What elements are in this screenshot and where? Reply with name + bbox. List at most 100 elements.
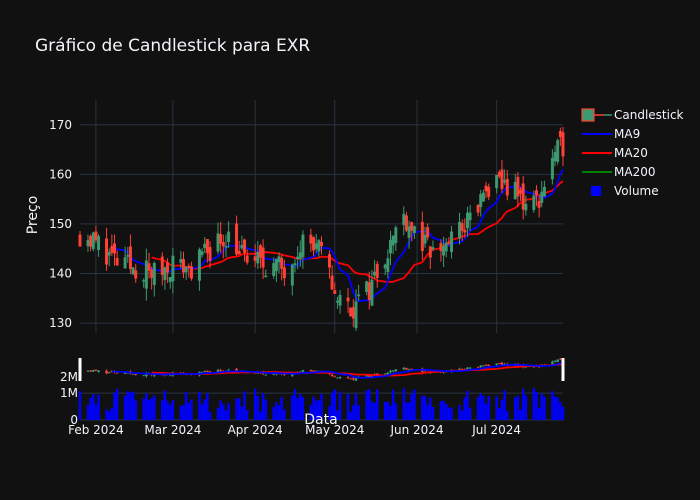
range-slider-handle[interactable] (78, 358, 82, 381)
candle-body (86, 240, 90, 247)
slider-candle-body (107, 372, 111, 373)
legend-item-candlestick[interactable]: Candlestick (581, 108, 684, 122)
candle-decreasing (134, 263, 138, 283)
slider-candle-body (376, 373, 379, 376)
volume-bar (222, 404, 225, 420)
volume-bar (224, 410, 228, 420)
candle-body (465, 212, 469, 229)
slider-candle-body (495, 363, 498, 365)
candle-body (505, 179, 509, 196)
volume-bar (376, 389, 379, 420)
volume-bar (314, 400, 318, 420)
volume-bar (537, 407, 541, 420)
volume-bar (482, 395, 485, 420)
candle-body (245, 255, 249, 263)
volume-bar (333, 389, 336, 420)
range-slider-handle[interactable] (561, 358, 565, 381)
volume-bar (134, 400, 137, 420)
legend-item-ma20[interactable]: MA20 (582, 146, 648, 160)
candle-decreasing (330, 265, 334, 291)
candle-increasing (386, 249, 390, 279)
candle-decreasing (245, 249, 249, 265)
slider-candle-body (479, 365, 482, 368)
slider-candle-body (402, 367, 405, 370)
candle-body (144, 260, 148, 289)
x-axis-title: Data (304, 412, 337, 428)
candle-body (187, 265, 191, 269)
candle-body (221, 241, 225, 247)
volume-bar (330, 392, 334, 420)
slider-candle-body (391, 370, 395, 372)
slider-candle-body (169, 374, 172, 376)
volume-bar (466, 390, 469, 420)
volume-y-axis: 0 1M 2M (60, 370, 78, 427)
candle-body (383, 264, 387, 269)
candle-increasing (556, 138, 560, 165)
candle-body (391, 235, 395, 246)
slider-candle-body (115, 372, 119, 374)
volume-bar (182, 404, 185, 420)
slider-ma20-line (151, 363, 564, 377)
candle-body (105, 238, 109, 265)
candle-increasing (354, 289, 358, 331)
legend-item-ma200[interactable]: MA200 (582, 165, 655, 179)
candle-body (497, 172, 501, 177)
candle-increasing (224, 234, 228, 257)
volume-bar (299, 393, 302, 420)
x-tick-label: May 2024 (305, 423, 364, 437)
volume-bar (532, 388, 536, 420)
legend[interactable]: Candlestick MA9 MA20 MA200 Volume (581, 108, 684, 198)
volume-bar (131, 391, 135, 420)
candle-increasing (468, 205, 472, 232)
slider-candle-body (349, 378, 352, 380)
candle-body (205, 238, 209, 254)
candle-decreasing (534, 185, 538, 207)
candle-increasing (479, 189, 483, 217)
legend-item-ma9[interactable]: MA9 (582, 127, 640, 141)
volume-bar (540, 393, 543, 420)
volume-bar (153, 395, 156, 420)
candle-decreasing (497, 169, 501, 179)
candle-body (481, 192, 485, 202)
legend-item-volume[interactable]: Volume (591, 184, 659, 198)
candle-body (513, 181, 517, 200)
slider-candle-body (354, 377, 358, 381)
volume-bar (89, 397, 92, 420)
volume-bar (259, 411, 262, 420)
candle-body (524, 203, 528, 211)
candle-body (553, 152, 557, 162)
slider-candle-body (482, 365, 485, 367)
volume-tick-label: 1M (60, 386, 78, 400)
volume-bar (245, 409, 249, 420)
candle-body (354, 301, 358, 329)
candle-body (224, 246, 228, 248)
slider-candle-body (423, 370, 427, 372)
candle-decreasing (105, 227, 109, 271)
candle-increasing (481, 189, 485, 202)
candle-body (537, 200, 541, 208)
legend-label: Candlestick (614, 108, 684, 122)
candle-increasing (171, 248, 175, 294)
candle-body (314, 243, 318, 249)
candle-body (503, 180, 507, 183)
slider-candle-body (264, 374, 267, 376)
candle-body (301, 234, 305, 258)
candle-body (197, 249, 201, 281)
volume-bar (349, 411, 352, 420)
candle-decreasing (187, 263, 191, 278)
candle-body (431, 247, 435, 250)
candle-body (476, 204, 480, 213)
candle-decreasing (476, 203, 480, 217)
price-tick-label: 150 (49, 217, 72, 231)
volume-bar (277, 405, 281, 420)
volume-bar (301, 396, 305, 420)
candle-decreasing (113, 234, 116, 266)
candle-increasing (274, 258, 278, 283)
slider-candle-body (466, 367, 469, 370)
candle-body (495, 174, 499, 189)
range-slider[interactable] (78, 358, 565, 381)
volume-bar (92, 394, 95, 420)
volume-bar (407, 402, 411, 420)
candle-body (309, 234, 313, 244)
volume-bar (559, 402, 562, 420)
